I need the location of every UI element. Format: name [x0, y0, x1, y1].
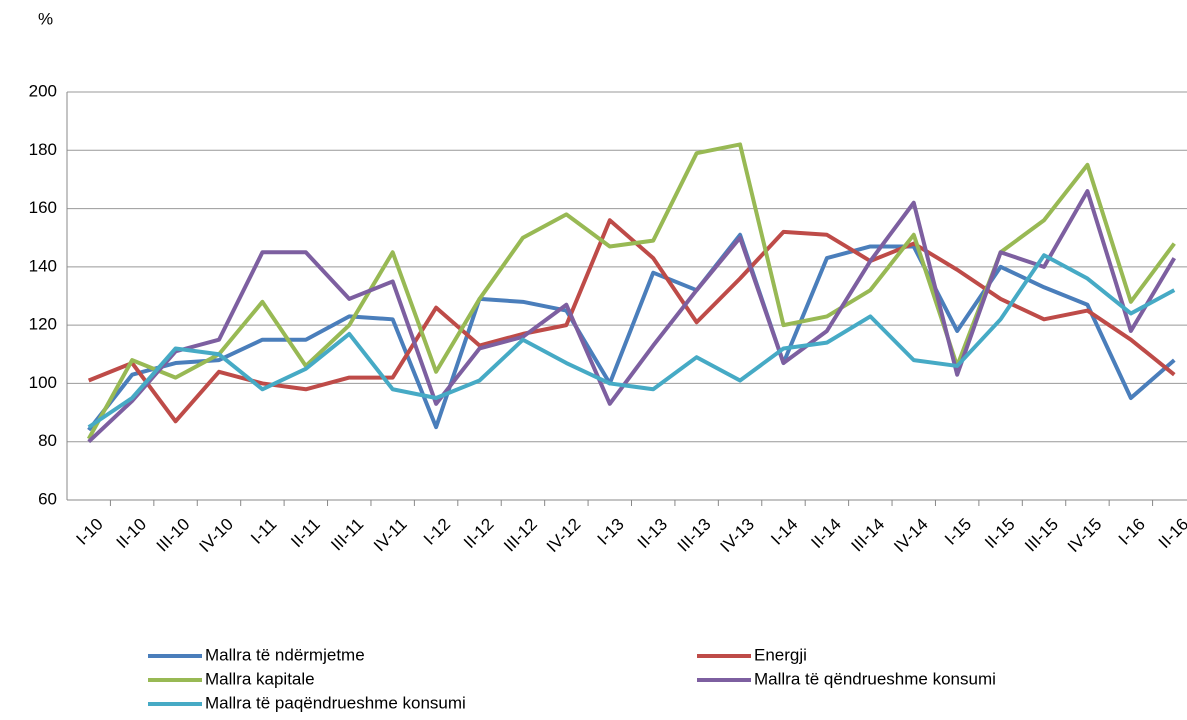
- y-tick-label: 60: [38, 489, 57, 508]
- x-tick-label: IV-15: [1064, 515, 1106, 557]
- y-tick-label: 100: [29, 373, 57, 392]
- y-tick-label: 160: [29, 198, 57, 217]
- y-tick-label: 140: [29, 256, 57, 275]
- x-tick-label: I-15: [941, 515, 975, 549]
- x-tick-label: II-13: [634, 515, 671, 552]
- series-line: [86, 142, 1176, 440]
- x-tick-label: I-11: [247, 515, 280, 548]
- y-tick-label: 180: [29, 140, 57, 159]
- x-tick-label: I-12: [420, 515, 454, 549]
- x-tick-label: I-13: [594, 515, 628, 549]
- y-tick-label: 200: [29, 81, 57, 100]
- x-tick-label: II-12: [460, 515, 497, 552]
- x-tick-label: III-12: [500, 515, 541, 556]
- legend-label: Mallra të paqëndrueshme konsumi: [205, 693, 466, 712]
- x-tick-label: I-16: [1115, 515, 1149, 549]
- series-line: [87, 232, 1176, 432]
- series-line: [87, 218, 1176, 424]
- y-tick-label: 80: [38, 431, 57, 450]
- x-tick-label: IV-14: [890, 515, 932, 557]
- x-tick-label: II-16: [1155, 515, 1187, 552]
- x-tick-label: III-10: [153, 515, 194, 556]
- x-tick-label: I-10: [73, 515, 107, 549]
- x-tick-label: II-10: [113, 515, 150, 552]
- x-tick-label: IV-13: [717, 515, 759, 557]
- y-tick-label: 120: [29, 315, 57, 334]
- legend-label: Energji: [754, 645, 807, 664]
- x-tick-label: IV-10: [195, 515, 237, 557]
- x-tick-label: III-14: [847, 515, 888, 556]
- x-tick-label: II-15: [981, 515, 1018, 552]
- x-tick-label: IV-12: [543, 515, 585, 557]
- legend-label: Mallra të ndërmjetme: [205, 645, 365, 664]
- y-unit-label: %: [38, 9, 53, 28]
- series-line: [87, 189, 1177, 444]
- x-tick-label: II-11: [287, 515, 324, 552]
- x-tick-label: III-11: [327, 515, 367, 555]
- legend-label: Mallra kapitale: [205, 669, 315, 688]
- x-tick-label: III-15: [1021, 515, 1062, 556]
- x-tick-label: II-14: [807, 515, 844, 552]
- x-tick-label: III-13: [674, 515, 715, 556]
- legend-label: Mallra të qëndrueshme konsumi: [754, 669, 996, 688]
- x-tick-label: IV-11: [370, 515, 411, 556]
- x-tick-label: I-14: [767, 515, 801, 549]
- series-line: [87, 253, 1176, 429]
